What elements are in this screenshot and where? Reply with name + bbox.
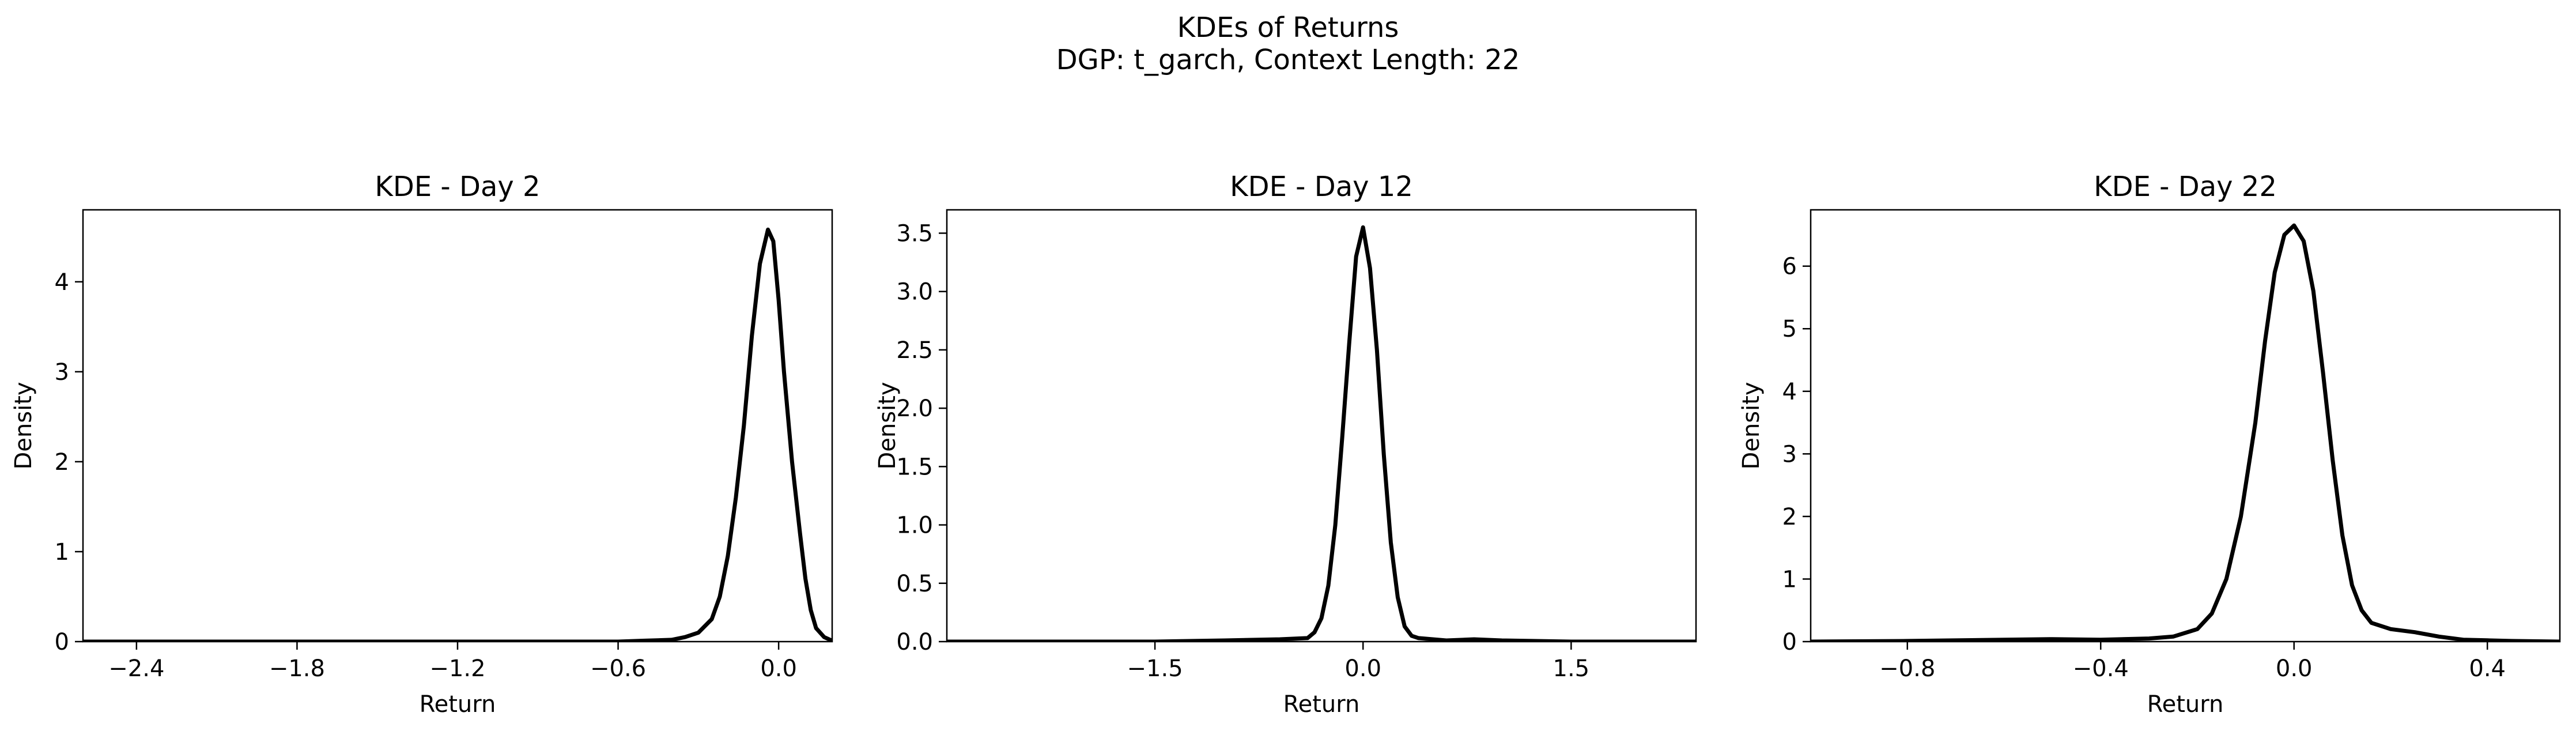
axes-frame (82, 209, 833, 643)
y-tick-label: 4 (55, 269, 69, 296)
kde-line-2-1 (947, 225, 1696, 642)
axes-frame (1810, 209, 2561, 643)
x-tick-label: 0.0 (2276, 655, 2313, 682)
y-tick-label: 0.5 (896, 571, 933, 597)
y-tick-label: 1 (55, 539, 69, 566)
chart-panel-3: −0.8 −0.4 0.0 0.4 0 1 2 3 4 5 6 KDE - Day 22 Return D… (1738, 171, 2561, 718)
y-axis-label: Density (1738, 382, 1765, 469)
y-tick-label: 3 (55, 359, 69, 386)
x-tick-label: −0.4 (2073, 655, 2129, 682)
x-tick-label: −0.8 (1879, 655, 1935, 682)
kde-line-1-1 (83, 227, 832, 642)
chart-panel-1: −2.4 −1.8 −1.2 −0.6 0.0 0 1 2 3 4 KDE - Day 2 Retur… (10, 171, 833, 718)
x-tick-label: 0.0 (1344, 655, 1381, 682)
y-tick-label: 5 (1782, 316, 1797, 342)
x-tick-label: −1.2 (429, 655, 485, 682)
kde-line-3-1 (1811, 223, 2560, 642)
y-tick-label: 2 (55, 449, 69, 476)
y-tick-label: 1.0 (896, 512, 933, 539)
x-tick-label: 0.0 (760, 655, 797, 682)
panel-title: KDE - Day 22 (2094, 171, 2277, 203)
x-tick-label: −1.5 (1127, 655, 1183, 682)
figure-title: KDEs of Returns (1177, 12, 1399, 44)
y-axis-label: Density (10, 382, 37, 469)
x-axis-label: Return (2147, 691, 2224, 718)
panel-title: KDE - Day 2 (375, 171, 540, 203)
figure-subtitle: DGP: t_garch, Context Length: 22 (1056, 44, 1520, 76)
x-tick-label: −0.6 (590, 655, 646, 682)
chart-panel-2: −1.5 0.0 1.5 0.0 0.5 1.0 1.5 2.0 2.5 3.0 3.5 KDE - … (874, 171, 1697, 718)
y-tick-label: 2.5 (896, 337, 933, 364)
x-tick-label: 0.4 (2469, 655, 2506, 682)
y-tick-label: 3 (1782, 441, 1797, 468)
y-tick-label: 1 (1782, 566, 1797, 593)
y-tick-label: 3.5 (896, 220, 933, 247)
y-tick-label: 2 (1782, 504, 1797, 530)
y-tick-label: 4 (1782, 379, 1797, 405)
y-tick-label: 0 (55, 629, 69, 655)
panel-title: KDE - Day 12 (1230, 171, 1413, 203)
x-tick-label: 1.5 (1553, 655, 1590, 682)
x-tick-label: −1.8 (269, 655, 325, 682)
y-tick-label: 0 (1782, 629, 1797, 655)
y-tick-label: 3.0 (896, 279, 933, 306)
y-axis-label: Density (874, 382, 901, 469)
y-tick-label: 6 (1782, 254, 1797, 280)
y-tick-label: 0.0 (896, 629, 933, 655)
x-tick-label: −2.4 (108, 655, 164, 682)
y-tick-label: 2.0 (896, 395, 933, 422)
y-tick-label: 1.5 (896, 454, 933, 480)
x-axis-label: Return (1283, 691, 1360, 718)
axes-frame (946, 209, 1697, 643)
x-axis-label: Return (420, 691, 496, 718)
